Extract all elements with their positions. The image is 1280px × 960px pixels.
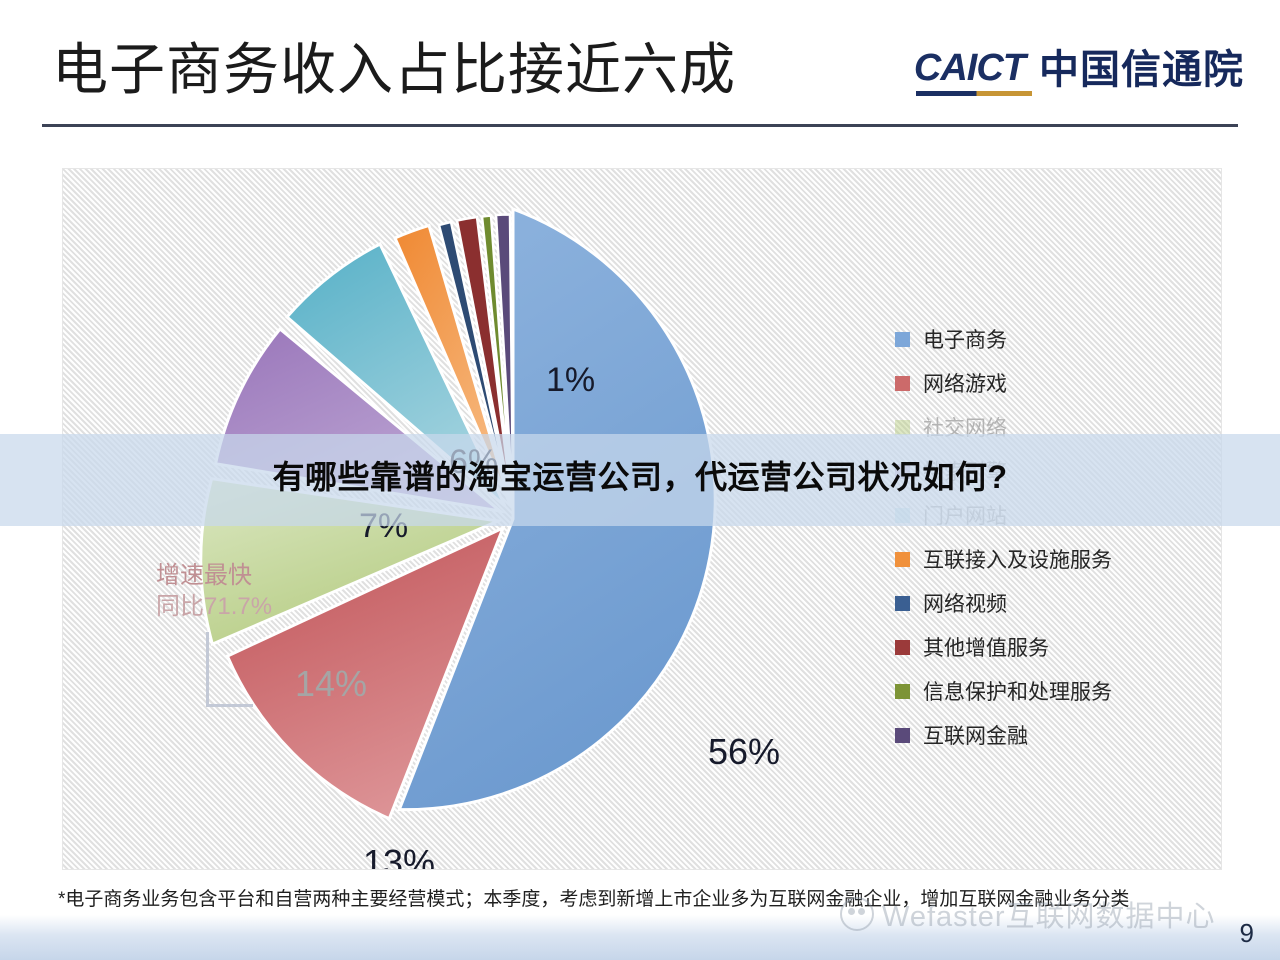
overlay-banner-background xyxy=(0,434,1280,526)
legend-item-ecommerce[interactable]: 电子商务 xyxy=(895,317,1195,361)
pie-slice-online-games xyxy=(225,525,506,821)
pie-slice-other-value-added xyxy=(455,215,514,507)
legend-swatch-internet-finance xyxy=(895,727,910,743)
pie-slice-internet-finance xyxy=(494,213,515,508)
legend-label-internet-finance: 互联网金融 xyxy=(923,725,1028,748)
logo-mark: CAICT xyxy=(913,47,1032,98)
legend-swatch-social-network xyxy=(895,419,910,435)
pie-slice-info-protection xyxy=(480,214,514,507)
callout-line-2: 同比71.7% xyxy=(156,593,273,620)
callout-line-1: 增速最快 xyxy=(156,562,252,589)
legend-swatch-online-games xyxy=(895,375,910,391)
slide-header: 电子商务收入占比接近六成 CAICT 中国信通院 xyxy=(0,0,1280,128)
pie-label-56: 56% xyxy=(708,731,781,772)
pie-label-13: 13% xyxy=(363,842,436,870)
legend-label-other-value-added: 其他增值服务 xyxy=(923,637,1049,660)
legend-item-online-games[interactable]: 网络游戏 xyxy=(895,361,1195,405)
pie-label-14: 14% xyxy=(295,663,368,704)
chart-legend: 电子商务 网络游戏 社交网络 搜索引擎 门户网站 互联接入及设施服务 网络视频 xyxy=(895,317,1195,757)
pie-label-1: 1% xyxy=(546,361,596,399)
legend-label-internet-access: 互联接入及设施服务 xyxy=(923,549,1112,572)
legend-item-online-video[interactable]: 网络视频 xyxy=(895,581,1195,625)
legend-swatch-info-protection xyxy=(895,683,910,699)
page-number: 9 xyxy=(1239,918,1254,948)
watermark-icon xyxy=(840,897,874,931)
legend-swatch-other-value-added xyxy=(895,639,910,655)
legend-swatch-ecommerce xyxy=(895,331,910,347)
logo-chinese-name: 中国信通院 xyxy=(1039,48,1244,92)
legend-label-online-games: 网络游戏 xyxy=(923,373,1007,396)
callout-leader-line xyxy=(206,632,253,707)
legend-item-internet-finance[interactable]: 互联网金融 xyxy=(895,713,1195,757)
logo-underbar xyxy=(915,91,1032,96)
footer-strip xyxy=(0,915,1280,960)
caict-logo: CAICT 中国信通院 xyxy=(914,48,1244,112)
legend-item-other-value-added[interactable]: 其他增值服务 xyxy=(895,625,1195,669)
legend-item-internet-access[interactable]: 互联接入及设施服务 xyxy=(895,537,1195,581)
growth-callout: 增速最快 同比71.7% xyxy=(156,560,346,622)
legend-label-ecommerce: 电子商务 xyxy=(923,329,1007,352)
title-divider xyxy=(42,124,1238,127)
overlay-banner-text: 有哪些靠谱的淘宝运营公司，代运营公司状况如何? xyxy=(272,459,1008,495)
watermark-text: Wefaster互联网数据中心 xyxy=(882,901,1216,933)
logo-caict-text: CAICT xyxy=(913,47,1026,89)
watermark: Wefaster互联网数据中心 xyxy=(840,893,1216,935)
legend-swatch-internet-access xyxy=(895,551,910,567)
page-title: 电子商务收入占比接近六成 xyxy=(52,38,736,101)
legend-label-info-protection: 信息保护和处理服务 xyxy=(923,681,1112,704)
legend-item-info-protection[interactable]: 信息保护和处理服务 xyxy=(895,669,1195,713)
legend-label-online-video: 网络视频 xyxy=(923,593,1007,616)
legend-swatch-online-video xyxy=(895,595,910,611)
